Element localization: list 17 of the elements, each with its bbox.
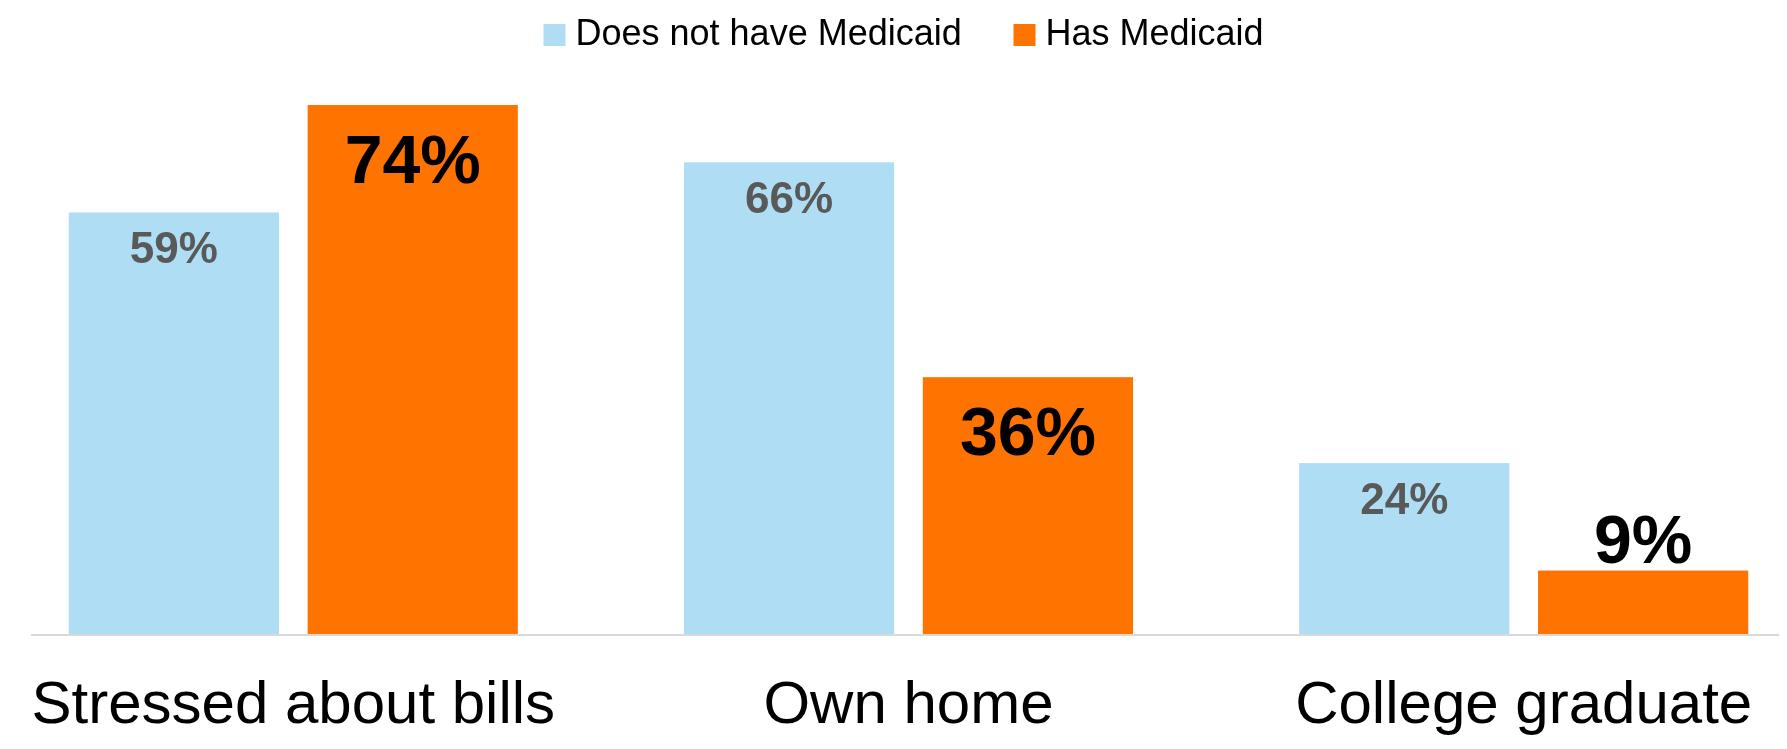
legend-label: Does not have Medicaid (575, 12, 962, 53)
data-label: 66% (745, 172, 834, 222)
x-tick-label: College graduate (1295, 669, 1753, 736)
x-tick-label: Own home (763, 669, 1054, 736)
data-label: 59% (129, 223, 218, 273)
bar (307, 105, 518, 635)
bar (1299, 463, 1510, 635)
data-label: 74% (344, 121, 481, 198)
bar (68, 212, 279, 635)
data-label: 24% (1360, 473, 1449, 523)
data-label: 9% (1593, 500, 1693, 577)
bar (922, 377, 1134, 635)
legend-label: Has Medicaid (1045, 12, 1264, 53)
x-tick-label: Stressed about bills (31, 669, 556, 736)
data-label: 36% (959, 393, 1096, 470)
bar (683, 162, 895, 635)
bar (1538, 570, 1749, 635)
